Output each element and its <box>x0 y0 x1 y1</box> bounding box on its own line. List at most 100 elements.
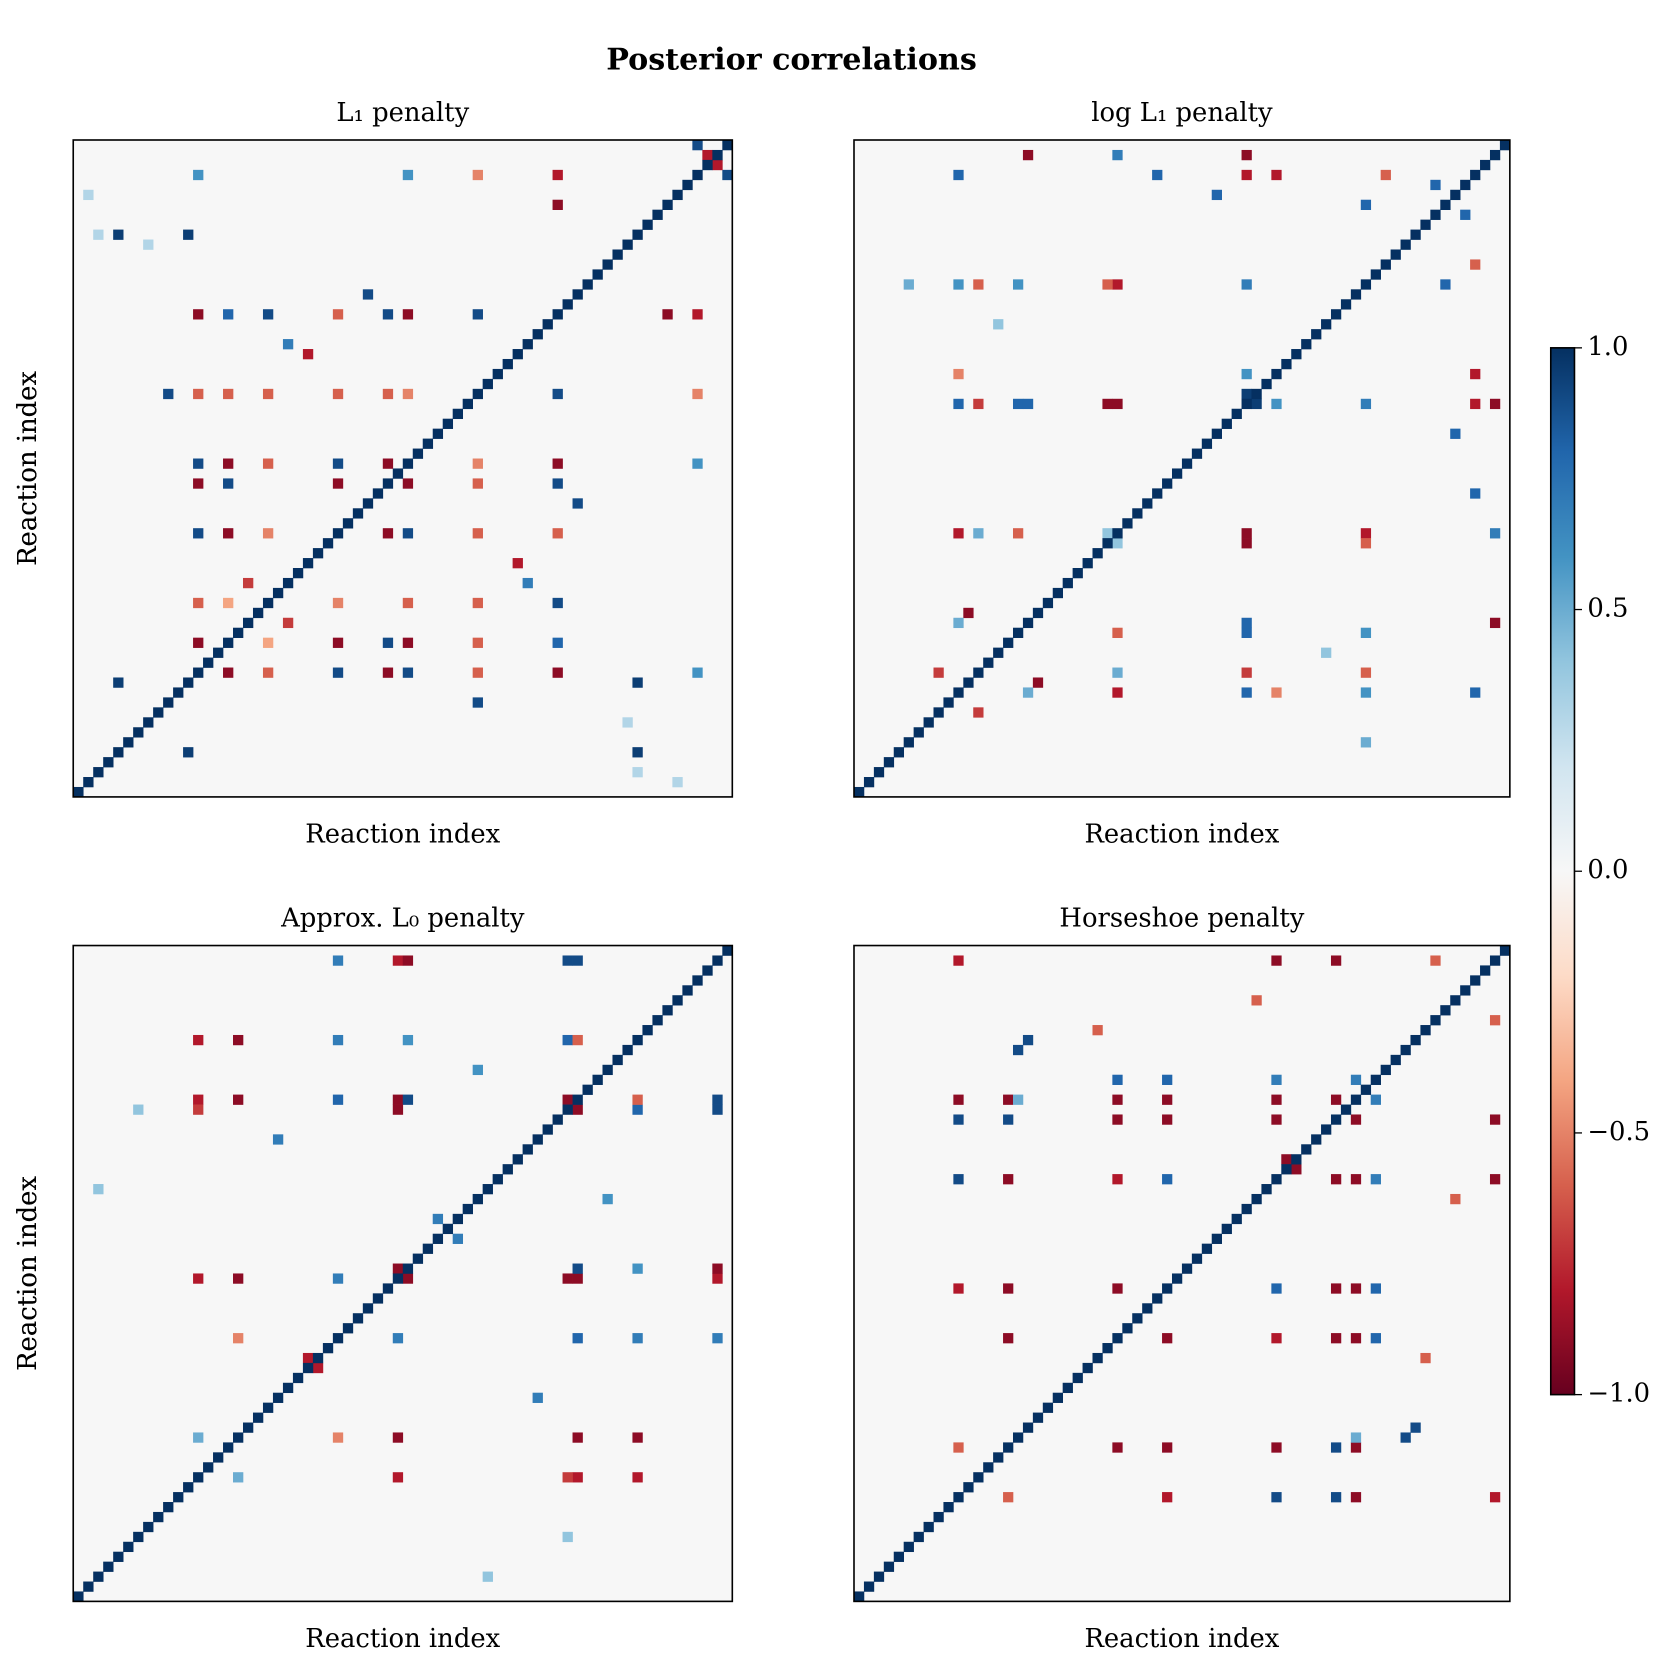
diagonal-cell <box>1311 1134 1322 1145</box>
diagonal-cell <box>73 1591 84 1602</box>
heatmap-cell <box>193 478 204 489</box>
heatmap-cell <box>332 597 344 609</box>
diagonal-cell <box>332 1333 344 1344</box>
colorbar-tick-label: −0.5 <box>1587 1117 1650 1147</box>
diagonal-cell <box>233 1432 244 1443</box>
diagonal-cell <box>103 757 114 768</box>
heatmap-cell <box>1102 398 1113 410</box>
heatmap-cell <box>1350 1174 1362 1185</box>
diagonal-cell <box>1430 209 1441 220</box>
diagonal-cell <box>662 199 673 210</box>
heatmap-cell <box>382 637 394 648</box>
diagonal-cell <box>1480 965 1491 976</box>
heatmap-cell <box>402 955 414 966</box>
heatmap-cell <box>183 747 194 758</box>
heatmap-cell <box>282 617 294 629</box>
diagonal-cell <box>492 368 503 380</box>
diagonal-cell <box>903 737 914 748</box>
diagonal-cell <box>1350 289 1362 300</box>
diagonal-cell <box>183 1482 194 1493</box>
diagonal-cell <box>682 179 693 191</box>
diagonal-cell <box>1221 1223 1232 1235</box>
diagonal-cell <box>1420 1025 1431 1036</box>
diagonal-cell <box>572 289 583 300</box>
diagonal-cell <box>682 985 693 996</box>
heatmap-cell <box>1112 149 1123 161</box>
heatmap-cell <box>362 289 374 300</box>
heatmap-cell <box>472 1064 483 1076</box>
diagonal-cell <box>1370 1074 1381 1085</box>
x-axis-label: Reaction index <box>1084 1624 1279 1654</box>
diagonal-cell <box>492 1174 503 1185</box>
diagonal-cell <box>1102 538 1113 549</box>
heatmap-cell <box>472 169 483 181</box>
heatmap-cell <box>282 339 294 350</box>
diagonal-cell <box>183 677 194 688</box>
diagonal-cell <box>582 1084 593 1095</box>
heatmap-cell <box>382 667 394 678</box>
diagonal-cell <box>163 1502 174 1513</box>
heatmap-cell <box>1162 1442 1173 1453</box>
heatmap-cell <box>223 309 234 320</box>
diagonal-cell <box>973 667 984 678</box>
heatmap-cell <box>93 229 104 240</box>
heatmap-cell <box>1241 528 1252 539</box>
heatmap-cell <box>552 199 563 210</box>
diagonal-cell <box>372 488 384 499</box>
diagonal-cell <box>1152 1293 1163 1304</box>
heatmap-cell <box>572 955 583 966</box>
diagonal-cell <box>512 1154 523 1165</box>
diagonal-cell <box>642 1025 653 1036</box>
heatmap-cell <box>1360 398 1372 410</box>
heatmap-cell <box>953 1094 964 1105</box>
diagonal-cell <box>873 767 885 778</box>
heatmap-cell <box>562 1531 573 1543</box>
heatmap-cell <box>552 637 563 648</box>
diagonal-cell <box>1112 1333 1123 1344</box>
heatmap-cell <box>1330 1442 1342 1453</box>
heatmap-cell <box>1241 538 1252 549</box>
diagonal-cell <box>532 1134 543 1145</box>
heatmap-cell <box>402 169 414 181</box>
heatmap-cell <box>472 637 483 648</box>
diagonal-cell <box>552 1114 563 1125</box>
diagonal-cell <box>173 1492 184 1503</box>
heatmap-cell <box>402 478 414 489</box>
heatmap-cell <box>632 1333 643 1344</box>
heatmap-cell <box>552 478 563 489</box>
heatmap <box>72 944 734 1603</box>
heatmap-cell <box>1470 398 1481 410</box>
diagonal-cell <box>242 1422 254 1433</box>
heatmap-cell <box>93 1184 104 1195</box>
diagonal-cell <box>262 597 274 609</box>
diagonal-cell <box>1122 1323 1133 1334</box>
heatmap-cell <box>973 398 984 410</box>
heatmap-cell <box>1271 1074 1282 1085</box>
heatmap-cell <box>472 697 483 708</box>
diagonal-cell <box>153 1511 164 1523</box>
x-axis-label: Reaction index <box>305 820 500 850</box>
heatmap-cell <box>1360 687 1372 698</box>
heatmap-cell <box>953 1442 964 1453</box>
diagonal-cell <box>83 1581 94 1592</box>
diagonal-cell <box>953 687 964 698</box>
heatmap-cell <box>1241 149 1252 161</box>
diagonal-cell <box>722 945 733 956</box>
heatmap-cell <box>1489 1114 1501 1125</box>
heatmap-cell <box>193 528 204 539</box>
heatmap-cell <box>712 1273 723 1284</box>
heatmap-cell <box>1370 1333 1381 1344</box>
heatmap-cell <box>432 1213 444 1225</box>
diagonal-cell <box>292 567 304 579</box>
diagonal-cell <box>1082 558 1093 569</box>
diagonal-cell <box>1400 239 1411 250</box>
diagonal-cell <box>1251 1193 1262 1205</box>
y-axis-label: Reaction index <box>13 1176 43 1371</box>
diagonal-cell <box>1360 279 1372 290</box>
heatmap-cell <box>692 667 703 678</box>
heatmap-cell <box>1281 1154 1292 1165</box>
diagonal-cell <box>913 727 924 738</box>
diagonal-cell <box>83 777 94 788</box>
diagonal-cell <box>502 1164 513 1175</box>
